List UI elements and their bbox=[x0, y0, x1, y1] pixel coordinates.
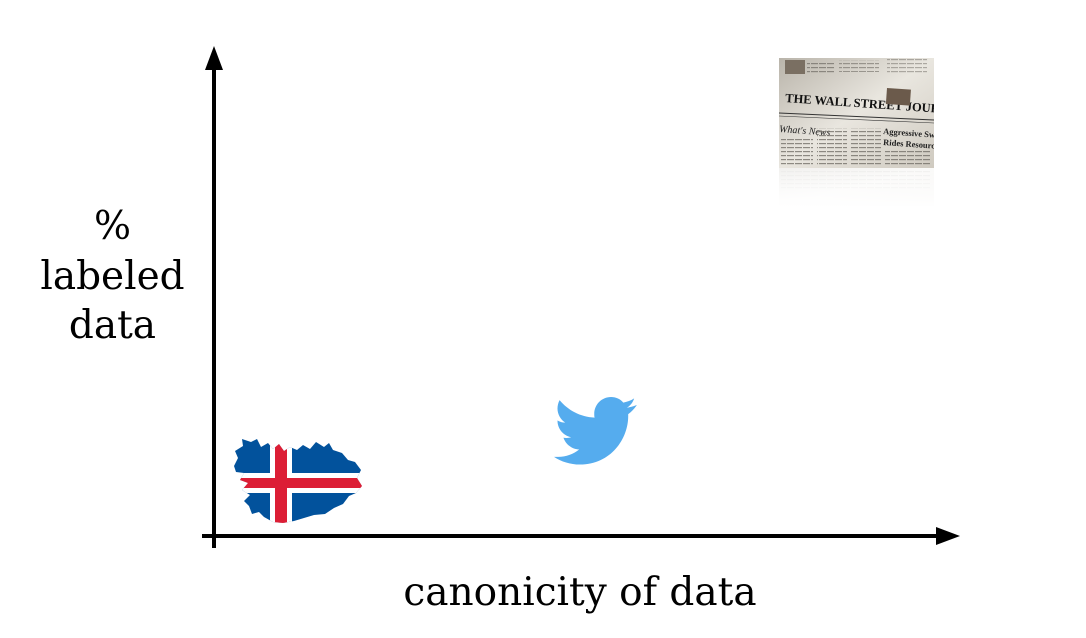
x-axis-label: canonicity of data bbox=[403, 570, 757, 615]
iceland-flag-map-icon bbox=[234, 439, 362, 523]
twitter-bird-icon bbox=[554, 397, 637, 465]
y-axis-label: % labeled data bbox=[30, 202, 195, 351]
x-axis-arrowhead bbox=[936, 527, 960, 545]
newspaper-photo-icon: THE WALL STREET JOURNAL. What's News Agg… bbox=[779, 58, 934, 208]
y-label-line-1: % bbox=[93, 204, 132, 249]
y-label-line-2: labeled bbox=[40, 253, 185, 299]
y-label-line-3: data bbox=[68, 303, 157, 349]
y-axis-arrowhead bbox=[205, 46, 223, 70]
newspaper-headline-3: Rides Resources bbox=[883, 137, 934, 151]
